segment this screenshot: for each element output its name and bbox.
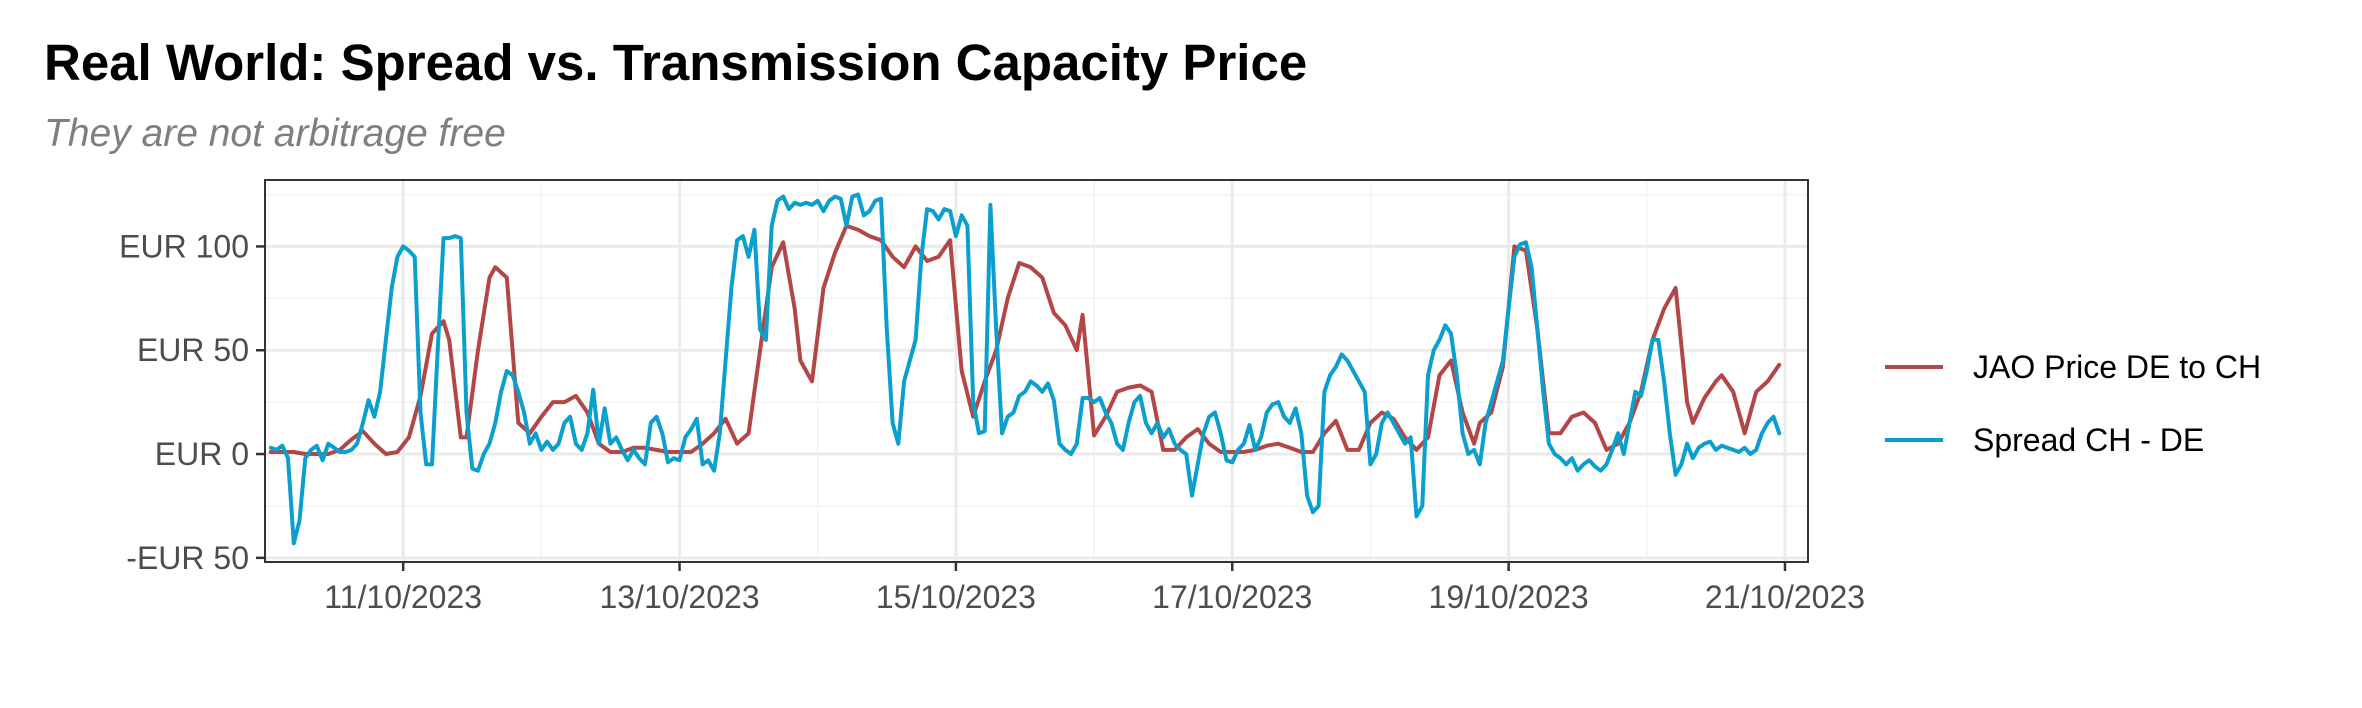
x-tick-label: 15/10/2023	[876, 579, 1036, 615]
y-tick-label: EUR 100	[119, 228, 249, 264]
series-lines	[268, 192, 1782, 546]
legend-label-0: JAO Price DE to CH	[1973, 349, 2261, 385]
x-tick-label: 13/10/2023	[599, 579, 759, 615]
chart-title: Real World: Spread vs. Transmission Capa…	[44, 34, 1307, 91]
axes: -EUR 50 EUR 0 EUR 50 EUR 100 11/10/2023 13/10…	[119, 228, 1865, 615]
series-line-0	[268, 223, 1782, 456]
chart-subtitle: They are not arbitrage free	[44, 112, 506, 155]
legend-label-1: Spread CH - DE	[1973, 422, 2204, 458]
plot-panel-border	[264, 179, 1809, 563]
y-tick-label: EUR 50	[137, 332, 249, 368]
legend: JAO Price DE to CH Spread CH - DE	[1885, 349, 2261, 458]
x-tick-label: 21/10/2023	[1705, 579, 1865, 615]
y-tick-label: -EUR 50	[126, 540, 249, 576]
major-gridlines	[265, 180, 1808, 562]
x-tick-label: 17/10/2023	[1152, 579, 1312, 615]
y-tick-label: EUR 0	[155, 436, 249, 472]
x-tick-label: 19/10/2023	[1429, 579, 1589, 615]
minor-gridlines	[264, 180, 1808, 562]
x-tick-label: 11/10/2023	[324, 579, 482, 615]
series-line-1	[268, 192, 1782, 546]
